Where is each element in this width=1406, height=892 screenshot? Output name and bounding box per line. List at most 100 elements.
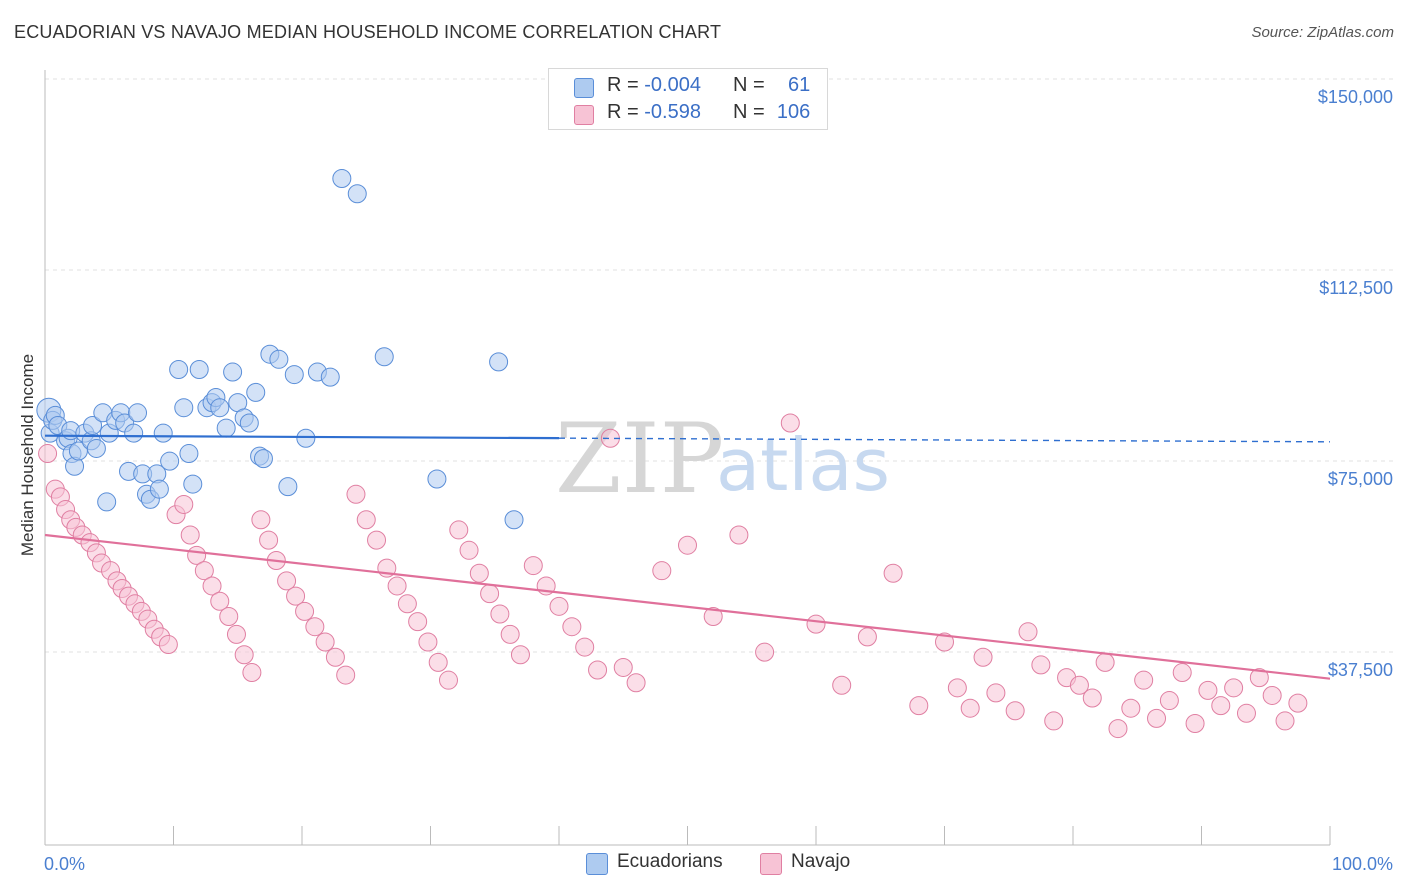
- point-navajo-105: [1288, 693, 1308, 713]
- legend-n-value-ecuadorians: 61: [788, 74, 811, 96]
- point-navajo-29: [234, 645, 254, 665]
- legend-n-navajo: N = 106: [733, 101, 811, 123]
- point-navajo-42: [356, 510, 376, 530]
- point-navajo-100: [1224, 678, 1244, 698]
- grid-lines: [45, 78, 1395, 653]
- point-navajo-55: [490, 604, 510, 624]
- point-navajo-60: [549, 596, 569, 616]
- watermark-atlas: atlas: [716, 423, 890, 507]
- point-navajo-103: [1262, 685, 1282, 705]
- point-navajo-93: [1134, 670, 1154, 690]
- point-navajo-58: [523, 556, 543, 576]
- point-navajo-80: [960, 698, 980, 718]
- point-navajo-70: [729, 525, 749, 545]
- point-navajo-99: [1211, 696, 1231, 716]
- trend-line-ecuadorians: [44, 434, 560, 440]
- point-navajo-79: [947, 678, 967, 698]
- data-points: [36, 168, 1308, 739]
- point-navajo-90: [1095, 652, 1115, 672]
- point-navajo-30: [242, 663, 262, 683]
- point-navajo-86: [1044, 711, 1064, 731]
- x-tick-label-0: 0.0%: [44, 854, 85, 874]
- y-axis-label: Median Household Income: [18, 354, 37, 556]
- point-ecuadorians-23: [128, 403, 148, 423]
- point-navajo-97: [1185, 713, 1205, 733]
- point-ecuadorians-60: [504, 510, 524, 530]
- point-navajo-57: [510, 645, 530, 665]
- point-ecuadorians-55: [332, 168, 352, 188]
- point-navajo-75: [857, 627, 877, 647]
- legend-r-navajo: R = -0.598: [607, 101, 701, 123]
- point-navajo-46: [397, 594, 417, 614]
- point-navajo-74: [832, 675, 852, 695]
- point-navajo-104: [1275, 711, 1295, 731]
- bottom-legend-swatch-navajo: [760, 853, 782, 875]
- point-ecuadorians-34: [183, 474, 203, 494]
- point-ecuadorians-56: [347, 184, 367, 204]
- point-navajo-85: [1031, 655, 1051, 675]
- y-tick-labels: $37,500 $75,000 $112,500 $150,000: [1318, 87, 1393, 680]
- trend-line-dashed-ecuadorians: [558, 437, 1331, 443]
- point-navajo-54: [480, 584, 500, 604]
- point-ecuadorians-50: [278, 477, 298, 497]
- point-navajo-25: [202, 576, 222, 596]
- point-navajo-101: [1236, 703, 1256, 723]
- point-ecuadorians-35: [189, 359, 209, 379]
- point-ecuadorians-33: [179, 444, 199, 464]
- point-navajo-22: [180, 525, 200, 545]
- point-navajo-41: [346, 484, 366, 504]
- legend-n-ecuadorians: N = 61: [733, 74, 811, 96]
- point-navajo-91: [1108, 719, 1128, 739]
- point-ecuadorians-29: [153, 423, 173, 443]
- trend-line-navajo: [44, 533, 1331, 680]
- point-ecuadorians-41: [223, 362, 243, 382]
- point-ecuadorians-14: [86, 438, 106, 458]
- point-navajo-36: [295, 601, 315, 621]
- watermark-zip: ZIP: [555, 403, 724, 515]
- point-navajo-82: [986, 683, 1006, 703]
- y-tick-label-3: $150,000: [1318, 87, 1393, 107]
- point-ecuadorians-52: [296, 428, 316, 448]
- legend-r-ecuadorians: R = -0.004: [607, 74, 701, 96]
- point-navajo-34: [277, 571, 297, 591]
- y-tick-label-2: $112,500: [1319, 278, 1393, 298]
- watermark: ZIP atlas: [555, 403, 890, 515]
- point-ecuadorians-30: [160, 451, 180, 471]
- source-credit: Source: ZipAtlas.com: [1251, 24, 1394, 41]
- point-ecuadorians-58: [427, 469, 447, 489]
- point-navajo-52: [459, 540, 479, 560]
- point-navajo-72: [780, 413, 800, 433]
- point-ecuadorians-45: [246, 382, 266, 402]
- point-navajo-49: [428, 652, 448, 672]
- legend-n-value-navajo: 106: [776, 101, 811, 123]
- bottom-legend-swatch-ecuadorians: [586, 853, 608, 875]
- point-ecuadorians-51: [284, 365, 304, 385]
- point-navajo-43: [367, 530, 387, 550]
- point-navajo-56: [500, 624, 520, 644]
- point-navajo-37: [305, 617, 325, 637]
- point-navajo-24: [194, 561, 214, 581]
- point-navajo-68: [678, 535, 697, 555]
- point-ecuadorians-47: [253, 449, 273, 469]
- point-navajo-27: [219, 607, 239, 627]
- point-navajo-65: [613, 657, 633, 677]
- point-navajo-88: [1069, 675, 1089, 695]
- point-navajo-31: [251, 510, 271, 530]
- point-navajo-47: [408, 612, 428, 632]
- point-navajo-39: [325, 647, 345, 667]
- point-navajo-63: [588, 660, 608, 680]
- point-navajo-45: [387, 576, 407, 596]
- point-navajo-96: [1172, 663, 1192, 683]
- point-navajo-51: [449, 520, 469, 540]
- bottom-legend-label-ecuadorians: Ecuadorians: [617, 851, 723, 872]
- point-navajo-28: [226, 624, 246, 644]
- chart-title: ECUADORIAN VS NAVAJO MEDIAN HOUSEHOLD IN…: [14, 22, 722, 42]
- point-navajo-89: [1082, 688, 1102, 708]
- point-navajo-53: [469, 563, 489, 583]
- point-navajo-81: [973, 647, 993, 667]
- point-navajo-94: [1147, 708, 1167, 728]
- point-navajo-73: [806, 614, 826, 634]
- point-navajo-92: [1121, 698, 1141, 718]
- point-ecuadorians-57: [374, 347, 394, 367]
